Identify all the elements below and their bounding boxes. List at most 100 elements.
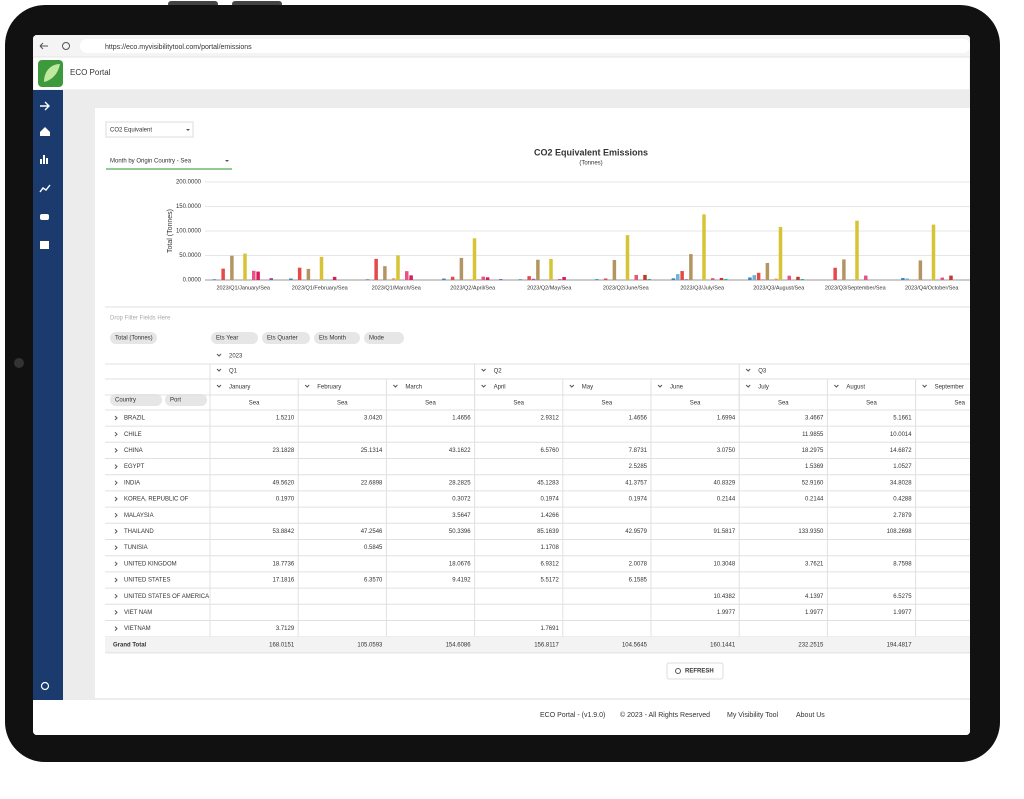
- cell-value: 2.5285: [629, 464, 648, 470]
- cell-value: 53.8842: [272, 529, 294, 535]
- chart-subtitle: (Tonnes): [579, 161, 602, 167]
- cell-value: 105.0593: [357, 642, 383, 648]
- bar: [549, 259, 552, 280]
- cell-value: 1.0527: [893, 464, 912, 470]
- cell-value: 9.4192: [452, 578, 471, 584]
- bar: [855, 221, 858, 280]
- bar: [477, 279, 480, 280]
- y-axis-label: Total (Tonnes): [167, 209, 174, 253]
- bar: [532, 279, 535, 280]
- x-tick-label: 2023/Q2/May/Sea: [527, 285, 572, 291]
- cell-value: 0.2144: [805, 497, 824, 503]
- cell-value: 104.5645: [622, 642, 648, 648]
- mode-header: Sea: [425, 401, 436, 407]
- row-label: VIET NAM: [124, 610, 152, 616]
- quarter-header: Q3: [758, 369, 767, 375]
- bar: [396, 255, 399, 280]
- x-tick-label: 2023/Q3/July/Sea: [680, 285, 725, 291]
- cell-value: 2.9312: [540, 416, 559, 422]
- bar: [333, 277, 336, 280]
- bar: [442, 279, 445, 280]
- bar: [787, 276, 790, 280]
- cell-value: 0.3072: [452, 497, 471, 503]
- refresh-label: REFRESH: [685, 669, 714, 675]
- cell-value: 10.0014: [890, 432, 912, 438]
- bar: [392, 278, 395, 280]
- bar: [499, 279, 502, 280]
- bar: [676, 274, 679, 280]
- cell-value: 10.3048: [713, 561, 735, 567]
- cell-value: 3.7129: [276, 626, 295, 632]
- bar: [307, 269, 310, 280]
- row-chip-label: Country: [115, 398, 136, 404]
- bar: [320, 257, 323, 280]
- bar: [269, 278, 272, 280]
- bar: [252, 271, 255, 280]
- bar: [753, 275, 756, 280]
- bar: [409, 275, 412, 280]
- bar: [486, 277, 489, 280]
- x-tick-label: 2023/Q1/January/Sea: [216, 285, 270, 291]
- y-tick-label: 200.0000: [176, 180, 202, 186]
- bar: [562, 277, 565, 280]
- cell-value: 3.7621: [805, 561, 824, 567]
- cell-value: 1.4656: [629, 416, 648, 422]
- chart-title: CO2 Equivalent Emissions: [534, 147, 648, 157]
- cell-value: 52.9160: [802, 480, 824, 486]
- cell-value: 18.2975: [802, 448, 824, 454]
- month-header: September: [935, 385, 964, 391]
- cell-value: 91.5817: [713, 529, 735, 535]
- bar: [757, 273, 760, 280]
- x-tick-label: 2023/Q2/June/Sea: [603, 285, 650, 291]
- cell-value: 85.1639: [537, 529, 559, 535]
- row-label: VIETNAM: [124, 626, 151, 632]
- cell-value: 1.6994: [717, 416, 736, 422]
- bar: [779, 227, 782, 280]
- nav-savings[interactable]: [40, 214, 49, 220]
- x-tick-label: 2023/Q4/October/Sea: [905, 285, 959, 291]
- month-header: August: [846, 385, 865, 391]
- app-title: ECO Portal: [70, 68, 111, 77]
- cell-value: 3.4667: [805, 416, 824, 422]
- mode-header: Sea: [249, 401, 260, 407]
- column-chip-label: Ets Quarter: [267, 336, 298, 342]
- bar: [230, 256, 233, 280]
- y-tick-label: 0.0000: [183, 278, 202, 284]
- bar: [243, 254, 246, 280]
- cell-value: 6.3570: [364, 578, 383, 584]
- nav-table[interactable]: [40, 241, 49, 249]
- column-chip-label: Ets Month: [319, 336, 346, 342]
- bar: [613, 260, 616, 280]
- cell-value: 14.6872: [890, 448, 912, 454]
- cell-value: 0.5845: [364, 545, 383, 551]
- cell-value: 18.7736: [272, 561, 294, 567]
- footer-link[interactable]: My Visibility Tool: [727, 712, 779, 719]
- cell-value: 1.5210: [276, 416, 295, 422]
- cell-value: 156.8117: [534, 642, 559, 648]
- cell-value: 49.5620: [272, 480, 294, 486]
- mode-header: Sea: [690, 401, 701, 407]
- cell-value: 5.1661: [893, 416, 912, 422]
- bar: [940, 278, 943, 280]
- cell-value: 40.8329: [713, 480, 735, 486]
- footer-link[interactable]: About Us: [796, 712, 825, 719]
- bar: [634, 275, 637, 280]
- y-tick-label: 150.0000: [176, 204, 202, 210]
- bar: [451, 277, 454, 280]
- cell-value: 17.1816: [272, 578, 294, 584]
- month-header: January: [229, 385, 250, 391]
- row-label: KOREA, REPUBLIC OF: [124, 497, 189, 503]
- bar: [648, 279, 651, 280]
- app-header: [33, 57, 970, 90]
- view-select-value: Month by Origin Country - Sea: [110, 159, 192, 165]
- mode-header: Sea: [602, 401, 613, 407]
- measure-select-value: CO2 Equivalent: [110, 128, 152, 134]
- row-label: TUNISIA: [124, 545, 148, 551]
- bar: [374, 259, 377, 280]
- bar: [685, 279, 688, 280]
- month-header: March: [405, 385, 422, 391]
- bar: [702, 214, 705, 280]
- row-label: CHILE: [124, 432, 142, 438]
- bar: [949, 276, 952, 280]
- cell-value: 6.5275: [893, 594, 912, 600]
